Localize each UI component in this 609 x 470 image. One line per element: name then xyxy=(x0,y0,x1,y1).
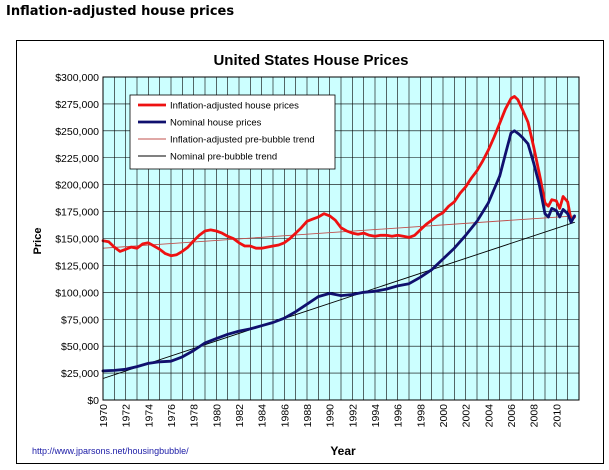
x-tick-label: 2000 xyxy=(438,404,450,428)
legend-label: Inflation-adjusted house prices xyxy=(170,101,299,112)
y-tick-label: $275,000 xyxy=(55,99,99,111)
x-tick-label: 1984 xyxy=(257,404,269,428)
x-tick-label: 1972 xyxy=(121,404,133,428)
page-header: Inflation-adjusted house prices xyxy=(6,4,235,19)
x-tick-label: 1996 xyxy=(393,404,405,428)
x-tick-label: 1980 xyxy=(211,404,223,428)
x-tick-label: 1982 xyxy=(234,404,246,428)
axes: $0 $25,000 $50,000 $75,000 $100,000 $125,000 $… xyxy=(55,72,580,428)
x-tick-label: 1990 xyxy=(325,404,337,428)
legend-box xyxy=(129,94,336,170)
x-tick-label: 1992 xyxy=(347,404,359,428)
x-tick-label: 2006 xyxy=(506,404,518,428)
x-tick-label: 1988 xyxy=(302,404,314,428)
y-tick-label: $200,000 xyxy=(55,180,99,192)
series-line-2 xyxy=(102,215,575,249)
x-tick-label: 2010 xyxy=(551,404,563,428)
series-line-3 xyxy=(102,221,575,379)
y-tick-label: $100,000 xyxy=(55,287,99,299)
x-tick-label: 1976 xyxy=(166,404,178,428)
x-tick-label: 1970 xyxy=(98,404,110,428)
series-line-0 xyxy=(101,95,576,258)
x-tick-label: 1978 xyxy=(189,404,201,428)
x-axis-label: Year xyxy=(330,444,356,458)
plot-border xyxy=(102,76,580,401)
series-line-1 xyxy=(101,129,576,373)
chart-frame: United States House Prices $0 $25,000 $50,… xyxy=(16,40,604,464)
y-tick-label: $300,000 xyxy=(55,72,99,84)
y-tick-label: $250,000 xyxy=(55,126,99,138)
x-tick-label: 1974 xyxy=(143,404,155,428)
y-tick-label: $0 xyxy=(87,395,99,407)
y-tick-label: $25,000 xyxy=(61,368,99,380)
series-layer xyxy=(101,95,576,379)
y-tick-label: $50,000 xyxy=(61,341,99,353)
y-tick-label: $125,000 xyxy=(55,260,99,272)
y-tick-label: $75,000 xyxy=(61,314,99,326)
y-tick-label: $175,000 xyxy=(55,207,99,219)
legend: Inflation-adjusted house prices Nominal h… xyxy=(129,94,336,170)
source-link[interactable]: http://www.jparsons.net/housingbubble/ xyxy=(32,446,189,456)
chart-title: United States House Prices xyxy=(213,52,408,69)
y-axis-label: Price xyxy=(32,228,44,255)
x-tick-label: 2004 xyxy=(483,404,495,428)
x-tick-label: 1998 xyxy=(415,404,427,428)
legend-label: Nominal pre-bubble trend xyxy=(170,152,277,163)
house-price-chart: United States House Prices $0 $25,000 $50,… xyxy=(32,52,580,458)
x-tick-label: 1994 xyxy=(370,404,382,428)
y-tick-label: $225,000 xyxy=(55,153,99,165)
legend-label: Nominal house prices xyxy=(170,118,262,129)
x-tick-label: 1986 xyxy=(279,404,291,428)
x-tick-label: 2008 xyxy=(529,404,541,428)
y-tick-label: $150,000 xyxy=(55,234,99,246)
x-tick-label: 2002 xyxy=(461,404,473,428)
legend-label: Inflation-adjusted pre-bubble trend xyxy=(170,135,315,146)
